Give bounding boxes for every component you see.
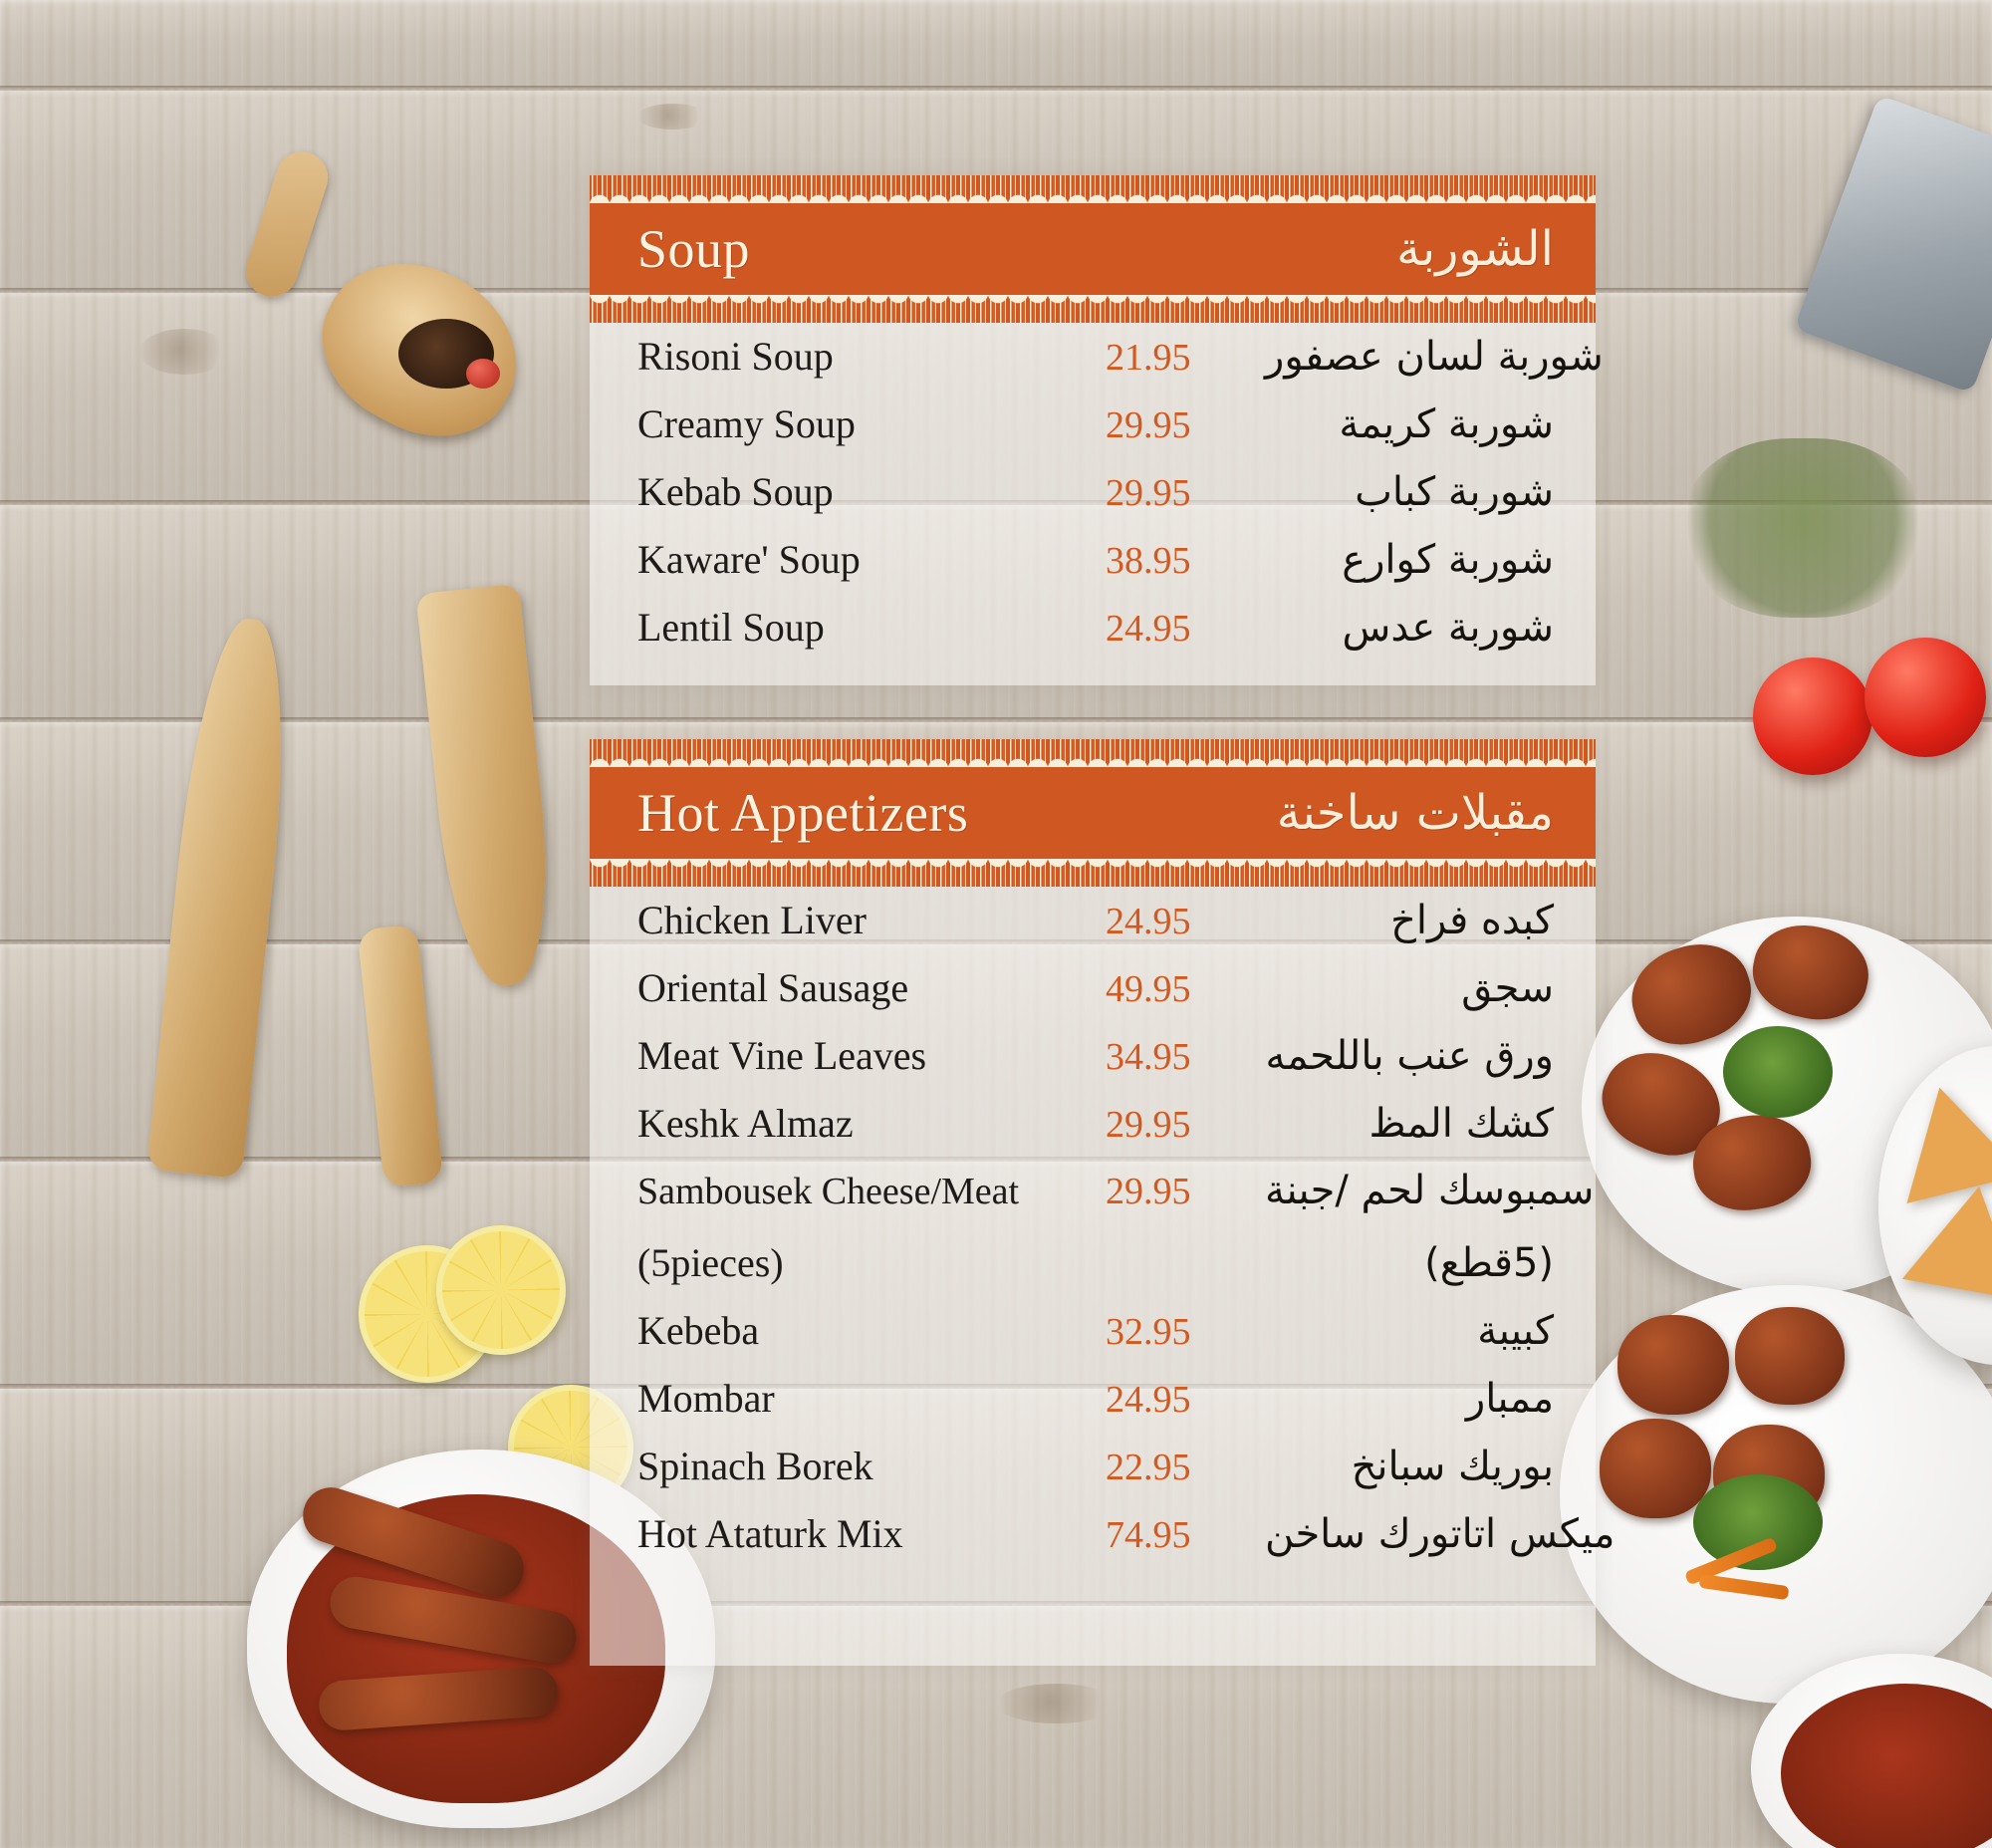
peppercorn-red xyxy=(466,359,500,389)
menu-rows-soup: Risoni Soup 21.95 شوربة لسان عصفور Cream… xyxy=(590,323,1604,697)
item-name-ar: ورق عنب باللحمه xyxy=(1265,1033,1554,1079)
header-ornament-top xyxy=(590,175,1596,203)
meatball-piece xyxy=(1618,1315,1729,1415)
item-name-ar: بوريك سبانخ xyxy=(1351,1444,1554,1489)
item-price: 29.95 xyxy=(1106,1171,1191,1212)
item-price: 32.95 xyxy=(1106,1311,1191,1353)
item-name-ar: شوربة لسان عصفور xyxy=(1265,334,1604,380)
menu-item-row[interactable]: Lentil Soup 24.95 شوربة عدس xyxy=(590,604,1596,671)
item-price: 74.95 xyxy=(1106,1514,1191,1556)
tomato-photo xyxy=(1753,658,1872,775)
stew-sauce xyxy=(1781,1684,1992,1848)
item-name-en: Lentil Soup xyxy=(637,605,825,650)
item-price: 24.95 xyxy=(1106,901,1191,942)
plank-seam xyxy=(0,86,1992,91)
menu-rows-hot-appetizers: Chicken Liver 24.95 كبده فراخ Oriental S… xyxy=(590,887,1615,1604)
item-name-en: Oriental Sausage xyxy=(637,965,909,1010)
item-name-ar: كبده فراخ xyxy=(1390,898,1554,943)
item-name-en: Creamy Soup xyxy=(637,401,856,446)
item-price: 24.95 xyxy=(1106,608,1191,650)
wood-plank xyxy=(0,0,1992,88)
menu-item-row[interactable]: Creamy Soup 29.95 شوربة كريمة xyxy=(590,400,1596,468)
wood-knot xyxy=(637,104,707,130)
item-price: 29.95 xyxy=(1106,1104,1191,1146)
header-ornament-bottom xyxy=(590,859,1596,887)
menu-item-row[interactable]: Keshk Almaz 29.95 كشك المظ xyxy=(590,1100,1596,1168)
item-name-en: Hot Ataturk Mix xyxy=(637,1511,903,1556)
item-name-en: Keshk Almaz xyxy=(637,1101,854,1146)
menu-item-row[interactable]: Kebab Soup 29.95 شوربة كباب xyxy=(590,468,1596,536)
item-price: 38.95 xyxy=(1106,540,1191,582)
item-name-ar: سجق xyxy=(1461,965,1554,1011)
item-name-en: Kebab Soup xyxy=(637,469,834,514)
item-name-ar: كبيبة xyxy=(1477,1308,1554,1354)
item-name-en: Kaware' Soup xyxy=(637,537,861,582)
item-name-en: Mombar xyxy=(637,1376,775,1421)
section-card-hot-appetizers: Hot Appetizers مقبلات ساخنة Chicken Live… xyxy=(590,739,1615,1666)
item-price: 29.95 xyxy=(1106,404,1191,446)
item-price: 34.95 xyxy=(1106,1036,1191,1078)
tomato-photo xyxy=(1865,638,1986,757)
section-card-soup: Soup الشوربة Risoni Soup 21.95 شوربة لسا… xyxy=(590,175,1604,685)
menu-item-row[interactable]: Spinach Borek 22.95 بوريك سبانخ xyxy=(590,1443,1596,1510)
item-name-en: Meat Vine Leaves xyxy=(637,1033,927,1078)
wood-knot xyxy=(996,1684,1116,1723)
menu-item-row[interactable]: Sambousek Cheese/Meat 29.95 سمبوسك لحم /… xyxy=(590,1168,1596,1239)
section-title-en: Hot Appetizers xyxy=(637,783,969,843)
parsley-garnish xyxy=(1723,1026,1833,1118)
thyme-herb-photo xyxy=(1683,438,1922,618)
item-price: 24.95 xyxy=(1106,1379,1191,1421)
section-title-ar: مقبلات ساخنة xyxy=(1276,785,1554,841)
item-name-en: (5pieces) xyxy=(637,1240,784,1285)
menu-item-row[interactable]: Chicken Liver 24.95 كبده فراخ xyxy=(590,897,1596,964)
item-name-ar: سمبوسك لحم /جبنة xyxy=(1265,1168,1595,1213)
item-price: 49.95 xyxy=(1106,968,1191,1010)
item-name-ar: (5قطع) xyxy=(1424,1240,1554,1286)
item-name-ar: شوربة كوارع xyxy=(1342,537,1554,583)
header-ornament-top xyxy=(590,739,1596,767)
section-title-ar: الشوربة xyxy=(1396,221,1554,277)
item-name-ar: شوربة عدس xyxy=(1342,605,1554,651)
section-title-en: Soup xyxy=(637,219,751,279)
plank-seam xyxy=(0,717,1992,722)
item-name-en: Spinach Borek xyxy=(637,1444,873,1488)
item-price: 22.95 xyxy=(1106,1447,1191,1488)
item-name-en: Kebeba xyxy=(637,1308,760,1353)
menu-item-row-continuation[interactable]: (5pieces) (5قطع) xyxy=(590,1239,1596,1307)
item-name-ar: ميكس اتاتورك ساخن xyxy=(1265,1511,1616,1557)
menu-item-row[interactable]: Mombar 24.95 ممبار xyxy=(590,1375,1596,1443)
item-name-en: Risoni Soup xyxy=(637,334,834,379)
item-price: 21.95 xyxy=(1106,337,1191,379)
menu-item-row[interactable]: Hot Ataturk Mix 74.95 ميكس اتاتورك ساخن xyxy=(590,1510,1615,1578)
item-name-ar: شوربة كريمة xyxy=(1339,401,1554,447)
item-name-ar: كشك المظ xyxy=(1369,1101,1554,1147)
meatball-piece xyxy=(1735,1307,1845,1405)
item-name-en: Sambousek Cheese/Meat xyxy=(637,1171,1020,1212)
wood-knot xyxy=(139,329,229,375)
lemon-slice-photo xyxy=(436,1225,566,1355)
item-price: 29.95 xyxy=(1106,472,1191,514)
item-name-ar: ممبار xyxy=(1465,1376,1554,1422)
menu-item-row[interactable]: Risoni Soup 21.95 شوربة لسان عصفور xyxy=(590,333,1604,400)
item-name-ar: شوربة كباب xyxy=(1355,469,1554,515)
menu-item-row[interactable]: Oriental Sausage 49.95 سجق xyxy=(590,964,1596,1032)
menu-item-row[interactable]: Kebeba 32.95 كبيبة xyxy=(590,1307,1596,1375)
section-header-soup: Soup الشوربة xyxy=(590,203,1596,295)
menu-item-row[interactable]: Kaware' Soup 38.95 شوربة كوارع xyxy=(590,536,1596,604)
item-name-en: Chicken Liver xyxy=(637,898,867,942)
header-ornament-bottom xyxy=(590,295,1596,323)
meatball-piece xyxy=(1600,1419,1711,1518)
section-header-hot-appetizers: Hot Appetizers مقبلات ساخنة xyxy=(590,767,1596,859)
menu-item-row[interactable]: Meat Vine Leaves 34.95 ورق عنب باللحمه xyxy=(590,1032,1596,1100)
